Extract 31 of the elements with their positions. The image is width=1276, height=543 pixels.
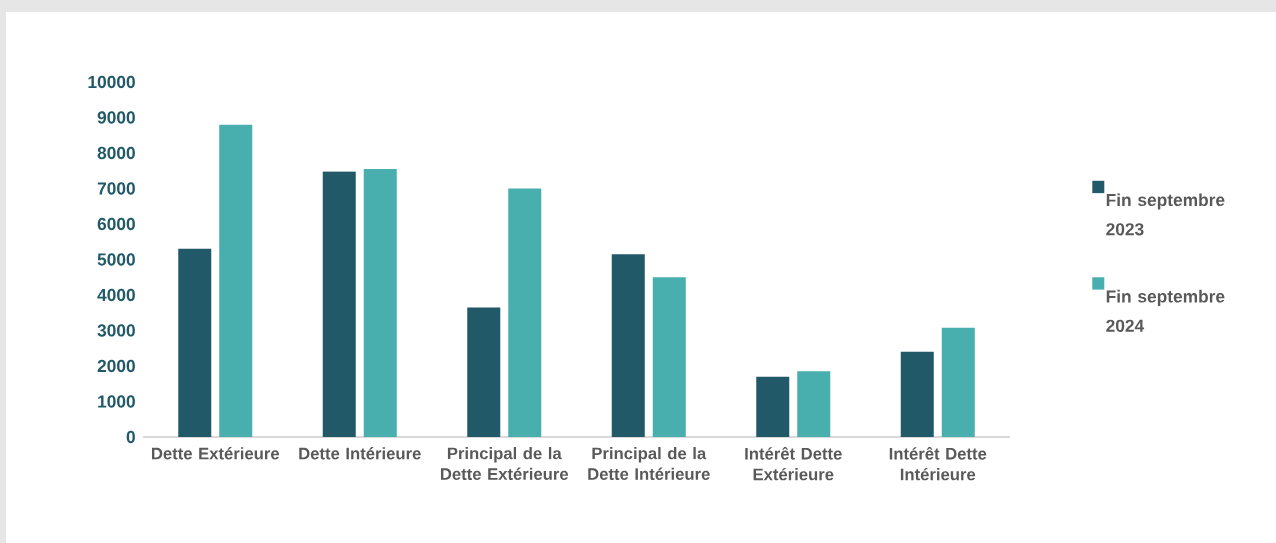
bar bbox=[467, 307, 501, 437]
bar bbox=[363, 168, 397, 437]
y-tick-label: 8000 bbox=[97, 146, 135, 160]
bar bbox=[322, 171, 356, 437]
x-tick-label: Dette Intérieure bbox=[299, 447, 421, 460]
y-tick-label: 2000 bbox=[97, 359, 135, 373]
x-tick-label: Principal de la Dette Intérieure bbox=[588, 447, 710, 480]
y-tick-label: 3000 bbox=[97, 324, 135, 337]
x-tick-label: Intérêt Dette Intérieure bbox=[889, 447, 987, 481]
y-tick-label: 4000 bbox=[97, 288, 135, 302]
bar bbox=[219, 124, 253, 437]
bar bbox=[756, 376, 790, 437]
legend-label: Fin septembre 2023 bbox=[1106, 193, 1225, 236]
bar bbox=[941, 327, 975, 437]
y-tick-label: 9000 bbox=[97, 111, 135, 124]
legend-label: Fin septembre 2024 bbox=[1106, 289, 1225, 332]
y-tick-label: 1000 bbox=[98, 395, 135, 408]
x-tick-label: Dette Extérieure bbox=[151, 447, 280, 460]
bar bbox=[508, 188, 542, 437]
bar bbox=[178, 248, 212, 437]
x-tick-label: Intérêt Dette Extérieure bbox=[745, 447, 842, 481]
bar bbox=[900, 351, 934, 437]
y-tick-label: 7000 bbox=[97, 182, 135, 195]
y-tick-label: 10000 bbox=[88, 75, 135, 89]
x-tick-label: Principal de la Dette Extérieure bbox=[440, 447, 569, 480]
y-tick-label: 0 bbox=[126, 430, 135, 444]
bar bbox=[611, 254, 645, 437]
bar bbox=[797, 371, 831, 437]
y-tick-label: 5000 bbox=[97, 253, 135, 266]
bar bbox=[652, 277, 686, 437]
y-tick-label: 6000 bbox=[97, 217, 135, 231]
